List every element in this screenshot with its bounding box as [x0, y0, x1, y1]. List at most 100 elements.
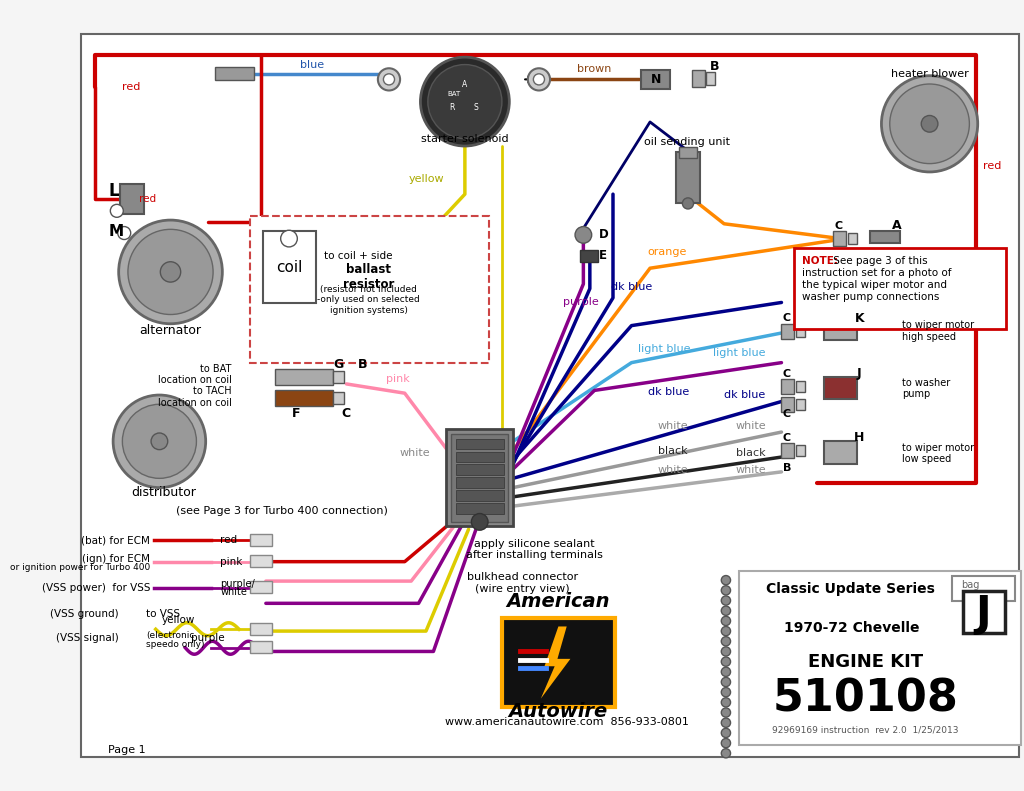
Text: red: red [983, 161, 1001, 172]
Text: pink: pink [220, 557, 243, 566]
Text: pink: pink [386, 374, 410, 384]
Text: D: D [599, 229, 609, 241]
Text: to VSS: to VSS [146, 609, 180, 619]
FancyBboxPatch shape [250, 534, 272, 546]
Circle shape [721, 596, 730, 605]
Text: orange: orange [647, 247, 686, 256]
Text: brown: brown [578, 64, 611, 74]
Text: J: J [976, 593, 991, 635]
FancyBboxPatch shape [580, 250, 598, 262]
FancyBboxPatch shape [691, 70, 705, 87]
FancyBboxPatch shape [749, 580, 1021, 745]
Circle shape [721, 616, 730, 626]
Text: white: white [657, 421, 688, 430]
FancyBboxPatch shape [456, 438, 504, 448]
Text: C: C [783, 313, 792, 324]
Text: apply silicone sealant
after installing terminals: apply silicone sealant after installing … [466, 539, 603, 561]
FancyBboxPatch shape [334, 371, 344, 383]
FancyBboxPatch shape [795, 248, 1007, 329]
Text: blue: blue [300, 59, 325, 70]
Text: A: A [462, 81, 468, 89]
FancyBboxPatch shape [706, 72, 715, 85]
FancyBboxPatch shape [451, 434, 508, 522]
Text: S: S [474, 103, 478, 112]
Circle shape [721, 718, 730, 728]
FancyBboxPatch shape [870, 231, 900, 243]
Circle shape [882, 76, 978, 172]
FancyBboxPatch shape [456, 503, 504, 513]
FancyBboxPatch shape [250, 555, 272, 567]
FancyBboxPatch shape [275, 391, 333, 406]
Text: washer pump connections: washer pump connections [802, 292, 939, 302]
Bar [250, 217, 488, 362]
Text: white: white [657, 465, 688, 475]
FancyBboxPatch shape [446, 430, 513, 527]
Text: C: C [783, 433, 792, 443]
Circle shape [118, 226, 131, 240]
FancyBboxPatch shape [797, 399, 805, 410]
Circle shape [721, 687, 730, 697]
Text: the typical wiper motor and: the typical wiper motor and [802, 280, 947, 290]
Text: dk blue: dk blue [648, 388, 689, 397]
Text: F: F [292, 407, 301, 420]
FancyBboxPatch shape [456, 464, 504, 475]
Text: white: white [399, 448, 430, 458]
Text: 1970-72 Chevelle: 1970-72 Chevelle [784, 621, 920, 635]
Circle shape [721, 576, 730, 585]
FancyBboxPatch shape [742, 574, 1021, 745]
Text: white: white [735, 421, 766, 430]
Text: G: G [334, 358, 344, 371]
FancyBboxPatch shape [740, 573, 1021, 745]
Text: (VSS power)  for VSS: (VSS power) for VSS [42, 583, 151, 592]
Circle shape [890, 84, 970, 164]
Text: www.americanautowire.com  856-933-0801: www.americanautowire.com 856-933-0801 [444, 717, 689, 727]
Circle shape [383, 74, 394, 85]
Text: (see Page 3 for Turbo 400 connection): (see Page 3 for Turbo 400 connection) [176, 505, 387, 516]
FancyBboxPatch shape [744, 577, 1021, 745]
Text: (electronic: (electronic [146, 631, 195, 640]
Text: C: C [835, 221, 843, 231]
Text: coil: coil [275, 259, 302, 274]
Text: dk blue: dk blue [611, 282, 652, 292]
Text: M: M [109, 224, 124, 239]
Text: (bat) for ECM: (bat) for ECM [81, 536, 151, 545]
Circle shape [378, 68, 400, 90]
Text: bulkhead connector
(wire entry view): bulkhead connector (wire entry view) [467, 572, 578, 594]
Circle shape [721, 637, 730, 646]
Circle shape [421, 57, 509, 146]
Text: heater blower: heater blower [891, 69, 969, 79]
FancyBboxPatch shape [746, 578, 1021, 745]
Circle shape [471, 513, 488, 530]
Text: J: J [857, 367, 861, 380]
Circle shape [721, 677, 730, 687]
Text: (VSS signal): (VSS signal) [56, 634, 119, 644]
FancyBboxPatch shape [250, 581, 272, 593]
Text: K: K [854, 312, 864, 324]
Circle shape [721, 585, 730, 595]
FancyBboxPatch shape [456, 452, 504, 462]
FancyBboxPatch shape [456, 490, 504, 501]
FancyBboxPatch shape [834, 231, 846, 246]
FancyBboxPatch shape [781, 443, 795, 458]
FancyBboxPatch shape [963, 592, 1005, 633]
Text: Classic Update Series: Classic Update Series [766, 582, 935, 596]
Circle shape [152, 433, 168, 449]
FancyBboxPatch shape [120, 184, 143, 214]
FancyBboxPatch shape [739, 571, 1021, 745]
FancyBboxPatch shape [781, 380, 795, 394]
Text: 510108: 510108 [773, 677, 958, 720]
FancyBboxPatch shape [275, 369, 333, 385]
Circle shape [721, 626, 730, 636]
Circle shape [281, 230, 297, 247]
Circle shape [575, 226, 592, 243]
Circle shape [161, 262, 180, 282]
Text: H: H [854, 431, 864, 444]
Circle shape [721, 739, 730, 747]
Text: (ign) for ECM: (ign) for ECM [82, 554, 151, 564]
Text: purple: purple [190, 634, 224, 644]
Circle shape [721, 657, 730, 666]
FancyBboxPatch shape [824, 377, 857, 399]
Polygon shape [541, 626, 570, 698]
Text: See page 3 of this: See page 3 of this [829, 255, 927, 266]
FancyBboxPatch shape [502, 618, 614, 707]
